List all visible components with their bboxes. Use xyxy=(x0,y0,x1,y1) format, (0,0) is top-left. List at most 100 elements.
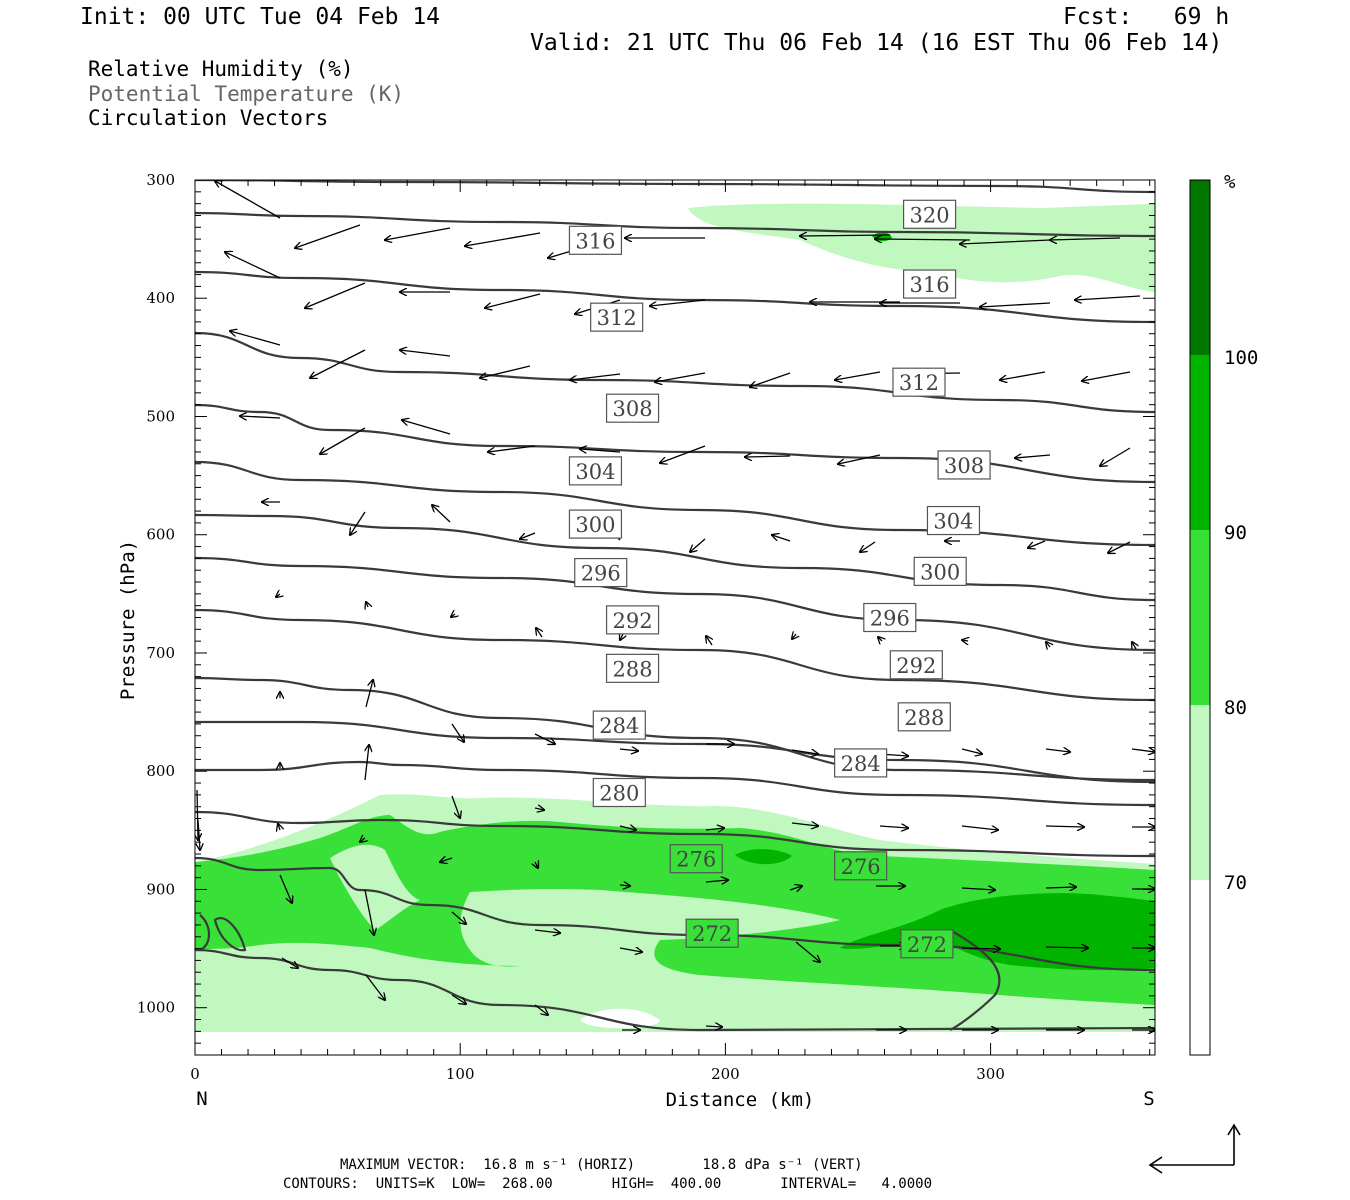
theta-contour-line xyxy=(195,608,1155,702)
colorbar-bin-100 xyxy=(1190,180,1210,355)
theta-label-text: 320 xyxy=(910,203,950,227)
vector-arrow xyxy=(281,957,298,968)
circulation-vectors xyxy=(197,181,1155,1030)
vector-arrow xyxy=(198,819,200,850)
theta-label: 284 xyxy=(834,748,888,778)
vector-arrow xyxy=(520,532,536,539)
vector-arrow xyxy=(620,634,623,640)
theta-label: 300 xyxy=(913,556,967,586)
vector-arrow xyxy=(488,445,536,452)
vector-arrow xyxy=(364,889,374,935)
theta-label: 308 xyxy=(605,393,660,423)
reference-vector-icon xyxy=(1148,1123,1241,1174)
theta-contour-line xyxy=(195,331,1155,414)
vector-arrow xyxy=(197,789,198,840)
theta-label-text: 304 xyxy=(575,460,615,484)
vector-arrow xyxy=(791,823,818,826)
theta-label-box xyxy=(863,602,917,633)
init-time: Init: 00 UTC Tue 04 Feb 14 xyxy=(80,4,441,30)
theta-label-text: 280 xyxy=(599,782,639,806)
x-axis-title: Distance (km) xyxy=(666,1089,815,1111)
vector-arrow xyxy=(225,252,281,279)
theta-contour-line xyxy=(195,810,1155,858)
rh-dry-pocket xyxy=(580,1008,660,1029)
theta-label-text: 300 xyxy=(575,513,615,537)
vector-arrow xyxy=(838,454,881,464)
theta-contour-line xyxy=(195,513,1155,602)
theta-label-box xyxy=(605,653,660,683)
vector-arrow xyxy=(385,227,451,240)
theta-label-box xyxy=(892,367,946,397)
colorbar-bin-below-70 xyxy=(1190,880,1210,1055)
vector-arrow xyxy=(320,427,366,454)
colorbar-bin-80 xyxy=(1190,530,1210,705)
theta-label-box xyxy=(834,851,888,881)
colorbar-label-80: 80 xyxy=(1224,697,1247,719)
y-tick-label: 900 xyxy=(146,880,175,898)
theta-label-text: 296 xyxy=(870,607,910,631)
x-end-label-north: N xyxy=(196,1088,207,1110)
theta-label: 272 xyxy=(685,918,739,948)
vector-arrow xyxy=(485,293,541,308)
colorbar-unit: % xyxy=(1224,171,1236,193)
theta-label-box xyxy=(937,450,991,480)
legend-vectors: Circulation Vectors xyxy=(88,106,329,130)
vector-arrow xyxy=(789,886,802,890)
x-tick-label: 300 xyxy=(976,1065,1005,1083)
theta-label: 276 xyxy=(669,844,723,874)
contours-note: CONTOURS: UNITS=K LOW= 268.00 HIGH= 400.… xyxy=(283,1176,933,1192)
vector-arrow xyxy=(570,373,621,380)
max-vector-note: MAXIMUM VECTOR: 16.8 m s⁻¹ (HORIZ) 18.8 … xyxy=(340,1157,863,1173)
vector-arrow xyxy=(215,181,281,219)
theta-label-box xyxy=(902,269,957,299)
vector-arrow xyxy=(1075,295,1141,300)
theta-contour-line xyxy=(195,211,1155,238)
theta-label-text: 292 xyxy=(896,654,936,678)
vector-arrow xyxy=(365,974,385,1000)
theta-label: 320 xyxy=(902,199,957,229)
legend-rh: Relative Humidity (%) xyxy=(88,57,354,81)
vector-arrow xyxy=(1132,642,1136,649)
vector-arrow xyxy=(619,948,642,952)
vector-arrow xyxy=(402,420,451,435)
vector-arrow xyxy=(961,888,995,890)
vector-arrow xyxy=(400,350,451,357)
vector-arrow xyxy=(655,372,706,382)
vector-arrow xyxy=(365,745,369,781)
theta-contour-line xyxy=(195,676,1155,782)
axis-ticks xyxy=(194,179,1155,1055)
rh-70-upper-region xyxy=(688,203,1155,292)
theta-label-text: 284 xyxy=(841,752,881,776)
theta-label: 312 xyxy=(590,302,644,332)
vector-arrow xyxy=(1028,540,1046,548)
x-tick-label: 100 xyxy=(446,1065,475,1083)
vector-arrow xyxy=(960,239,1051,244)
vector-arrow xyxy=(365,680,373,708)
vector-arrow xyxy=(240,416,281,418)
vector-arrow xyxy=(534,930,560,933)
rh-90-small-region xyxy=(735,849,792,865)
theta-label-text: 308 xyxy=(613,397,653,421)
theta-label: 292 xyxy=(605,605,660,635)
y-tick-label: 400 xyxy=(146,289,175,307)
theta-label-text: 308 xyxy=(944,454,984,478)
vector-arrow xyxy=(1015,455,1051,458)
colorbar-label-100: 100 xyxy=(1224,347,1258,369)
vector-arrow xyxy=(792,634,796,639)
vector-arrow xyxy=(619,749,638,751)
colorbar-label-90: 90 xyxy=(1224,522,1247,544)
y-tick-label: 700 xyxy=(146,644,175,662)
theta-label-box xyxy=(913,556,967,586)
theta-label-box xyxy=(900,929,954,959)
vector-arrow xyxy=(366,602,368,607)
theta-label: 280 xyxy=(592,777,646,808)
theta-contour-line xyxy=(195,720,1155,784)
y-tick-label: 300 xyxy=(146,171,175,189)
colorbar-label-70: 70 xyxy=(1224,872,1247,894)
vector-arrow xyxy=(705,1026,722,1027)
vector-arrow xyxy=(962,640,968,641)
theta-contour-line xyxy=(195,760,1155,807)
vector-arrow xyxy=(535,862,538,868)
y-tick-label: 600 xyxy=(146,526,175,544)
vector-arrow xyxy=(1045,826,1084,827)
